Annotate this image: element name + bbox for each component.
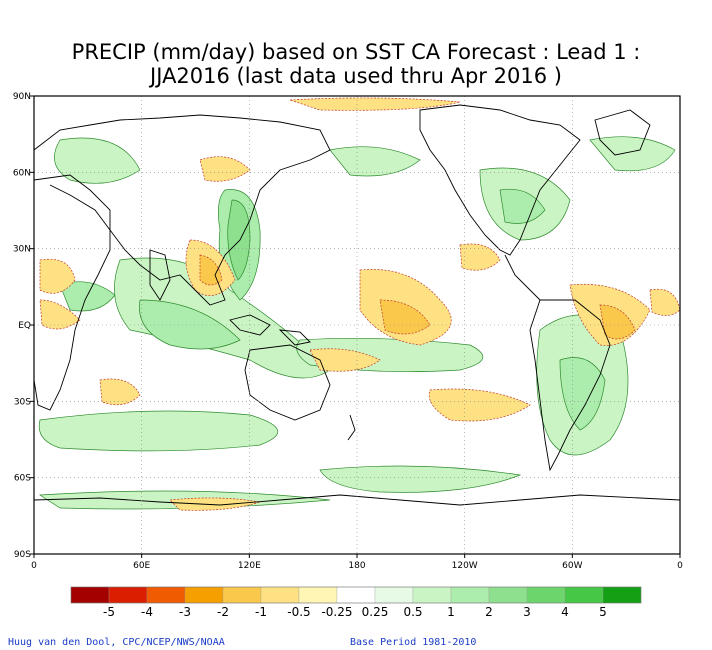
- lat-tick-label: 60S: [14, 474, 31, 484]
- legend-label: -2: [217, 605, 229, 619]
- lon-tick-label: 60E: [133, 561, 150, 571]
- lon-tick-label: 120W: [452, 561, 478, 571]
- longitude-axis: 0 60E 120E 180 120W 60W 0: [31, 554, 683, 571]
- legend-swatch: [564, 586, 604, 604]
- lat-tick-label: 90N: [13, 92, 31, 102]
- legend-swatch: [526, 586, 566, 604]
- legend-swatch: [336, 586, 376, 604]
- lat-tick-label: 30N: [13, 245, 31, 255]
- legend-swatch: [412, 586, 452, 604]
- legend-swatch: [374, 586, 414, 604]
- legend-swatch: [184, 586, 224, 604]
- lon-tick-label: 60W: [562, 561, 582, 571]
- legend-label: -0.25: [321, 605, 352, 619]
- color-legend: -5 -4 -3 -2 -1 -0.5 -0.25 0.25 0.5 1 2 3 4 5: [70, 586, 642, 619]
- legend-swatch: [108, 586, 148, 604]
- lat-tick-label: EQ: [18, 321, 31, 331]
- legend-swatch: [602, 586, 642, 604]
- coastlines: [34, 104, 680, 506]
- map-title-line-1: PRECIP (mm/day) based on SST CA Forecast…: [71, 40, 641, 64]
- legend-label: -3: [179, 605, 191, 619]
- legend-label: -1: [255, 605, 267, 619]
- grid-lines: [34, 96, 680, 554]
- legend-label: 5: [599, 605, 607, 619]
- plot-area: [34, 96, 680, 554]
- lon-tick-label: 180: [348, 561, 365, 571]
- legend-label: -0.5: [287, 605, 310, 619]
- wet-anomaly-regions: [38, 136, 676, 510]
- legend-label: 1: [447, 605, 455, 619]
- legend-swatch: [146, 586, 186, 604]
- map-title-line-2: JJA2016 (last data used thru Apr 2016 ): [150, 64, 562, 88]
- legend-label: -4: [141, 605, 153, 619]
- legend-swatch: [70, 586, 110, 604]
- credit-base-period: Base Period 1981-2010: [350, 637, 477, 648]
- lon-tick-label: 0: [31, 561, 37, 571]
- legend-label: 0.25: [362, 605, 389, 619]
- lat-tick-label: 30S: [14, 397, 31, 407]
- credit-author: Huug van den Dool, CPC/NCEP/NWS/NOAA: [8, 637, 225, 648]
- lon-tick-label: 120E: [238, 561, 261, 571]
- latitude-axis: 90N 60N 30N EQ 30S 60S 90S: [13, 92, 34, 560]
- legend-label: 3: [523, 605, 531, 619]
- legend-label: -5: [103, 605, 115, 619]
- legend-swatch: [450, 586, 490, 604]
- dry-anomaly-regions: [39, 97, 680, 511]
- legend-swatch: [222, 586, 262, 604]
- legend-label: 0.5: [403, 605, 422, 619]
- legend-label: 4: [561, 605, 569, 619]
- legend-swatch: [260, 586, 300, 604]
- legend-swatch: [298, 586, 338, 604]
- legend-label: 2: [485, 605, 493, 619]
- lon-tick-label: 0: [677, 561, 683, 571]
- lat-tick-label: 90S: [14, 550, 31, 560]
- lat-tick-label: 60N: [13, 168, 31, 178]
- legend-swatch: [488, 586, 528, 604]
